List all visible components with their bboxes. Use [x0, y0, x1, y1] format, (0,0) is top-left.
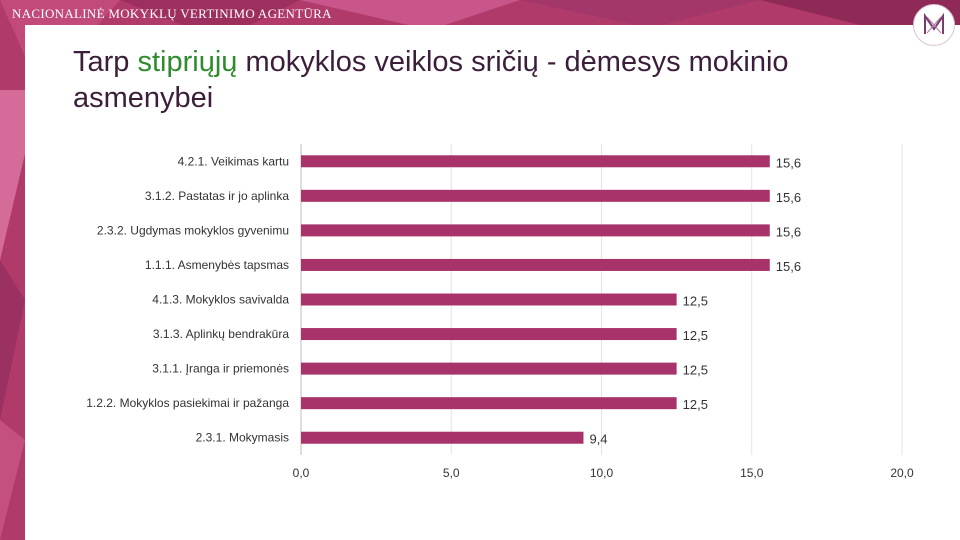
data-label: 15,6 [776, 259, 801, 274]
page-title: Tarp stipriųjų mokyklos veiklos sričių -… [73, 44, 853, 116]
category-label: 4.1.3. Mokyklos savivalda [152, 293, 289, 307]
title-accent: stipriųjų [137, 46, 238, 78]
data-label: 12,5 [683, 363, 708, 378]
category-label: 3.1.3. Aplinkų bendrakūra [153, 327, 289, 341]
data-label: 12,5 [683, 397, 708, 412]
category-label: 2.3.1. Mokymasis [196, 431, 289, 445]
bar [301, 258, 770, 271]
bar [301, 293, 677, 306]
agency-logo [913, 4, 955, 46]
data-label: 15,6 [776, 155, 801, 170]
x-tick-label: 10,0 [590, 466, 614, 480]
bar [301, 189, 770, 202]
bar [301, 362, 677, 375]
organization-name: NACIONALINĖ MOKYKLŲ VERTINIMO AGENTŪRA [12, 6, 332, 21]
category-label: 4.2.1. Veikimas kartu [178, 154, 289, 168]
category-label: 2.3.2. Ugdymas mokyklos gyvenimu [97, 223, 289, 237]
bar [301, 155, 770, 168]
data-label: 12,5 [683, 328, 708, 343]
x-tick-label: 0,0 [293, 466, 310, 480]
category-label: 3.1.2. Pastatas ir jo aplinka [145, 189, 289, 203]
category-label: 1.1.1. Asmenybės tapsmas [145, 258, 289, 272]
data-label: 15,6 [776, 224, 801, 239]
x-tick-label: 5,0 [443, 466, 460, 480]
title-suffix: mokyklos veiklos sričių - dėmesys mokini… [73, 46, 789, 114]
content-panel [25, 25, 960, 540]
title-prefix: Tarp [73, 46, 138, 78]
agency-logo-icon [924, 12, 944, 34]
x-tick-label: 15,0 [740, 466, 764, 480]
bar [301, 431, 584, 444]
bar [301, 328, 677, 341]
data-label: 12,5 [683, 294, 708, 309]
category-label: 1.2.2. Mokyklos pasiekimai ir pažanga [86, 396, 289, 410]
bar [301, 397, 677, 410]
bar [301, 224, 770, 237]
category-label: 3.1.1. Įranga ir priemonės [152, 362, 289, 376]
x-tick-label: 20,0 [890, 466, 914, 480]
data-label: 9,4 [589, 432, 607, 447]
data-label: 15,6 [776, 190, 801, 205]
